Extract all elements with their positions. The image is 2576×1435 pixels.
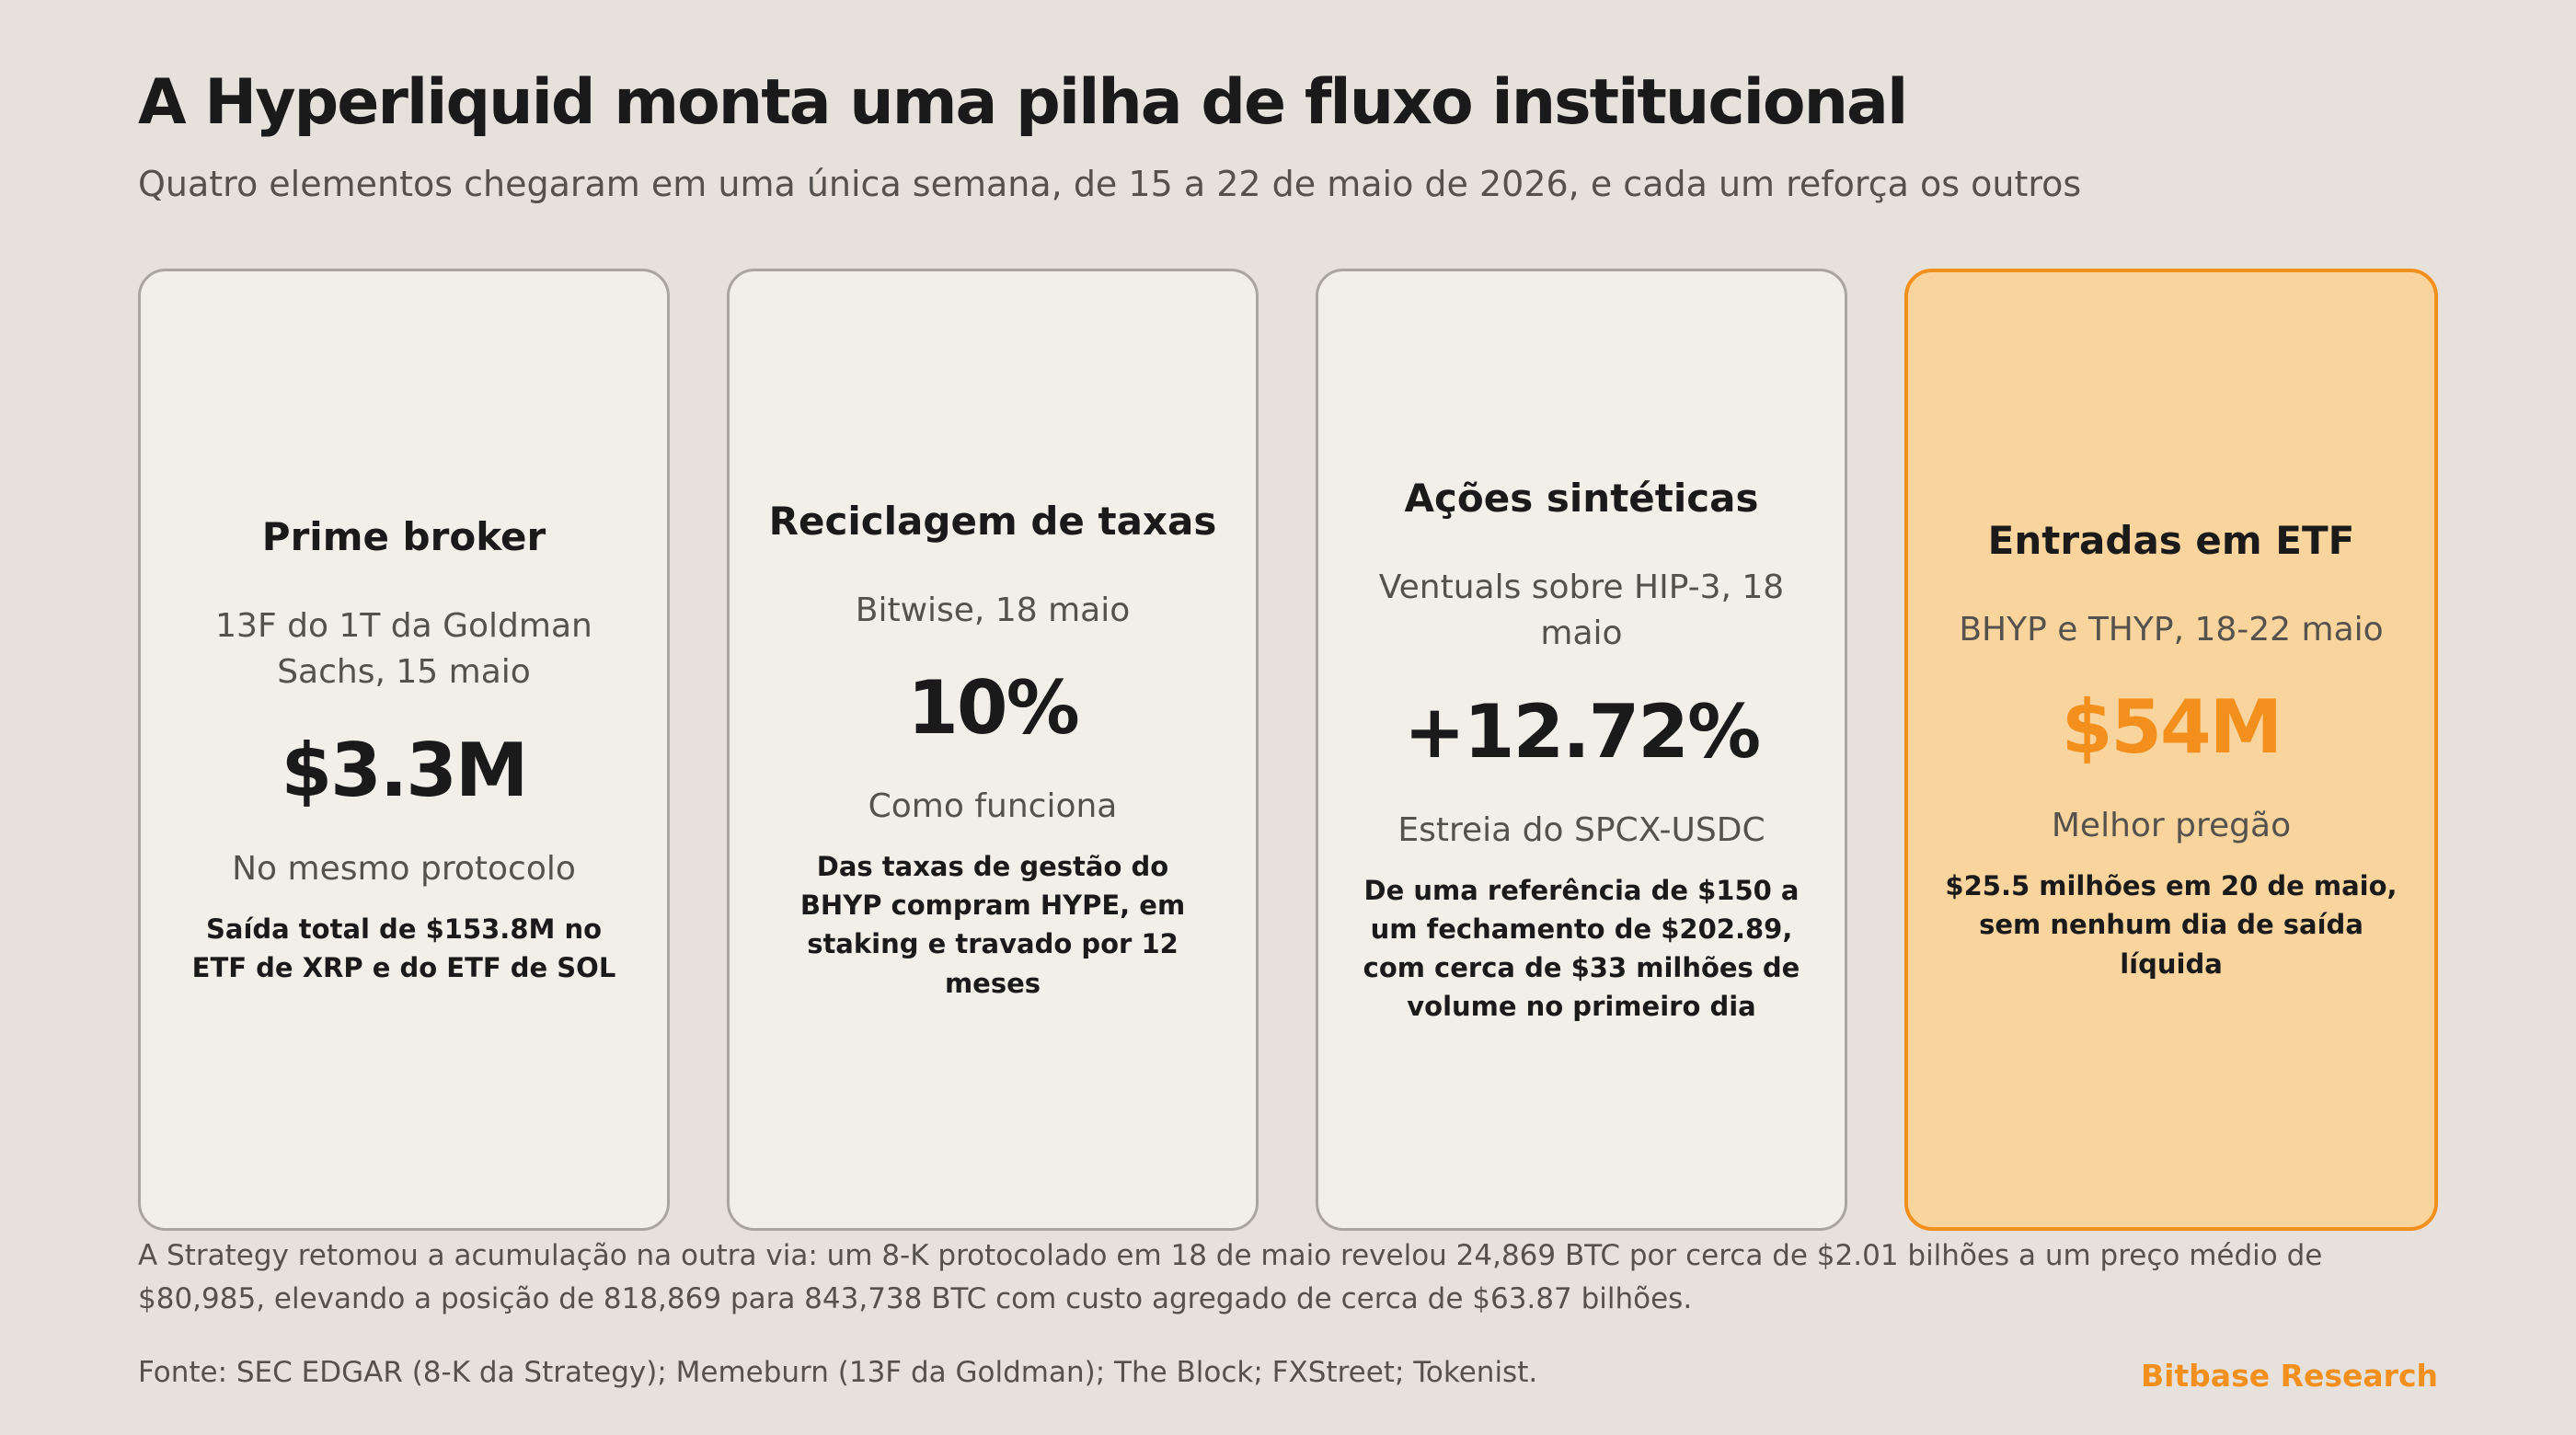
card-label: Estreia do SPCX-USDC [1397, 810, 1765, 849]
card-synthetic-stocks: Ações sintéticas Ventuals sobre HIP-3, 1… [1316, 269, 1847, 1231]
card-value: $3.3M [281, 727, 529, 813]
cards-row: Prime broker 13F do 1T da Goldman Sachs,… [138, 269, 2438, 1231]
brand-label: Bitbase Research [2140, 1358, 2438, 1394]
card-value: $54M [2061, 684, 2283, 771]
card-etf-inflows: Entradas em ETF BHYP e THYP, 18-22 maio … [1904, 269, 2438, 1231]
card-fee-recycling: Reciclagem de taxas Bitwise, 18 maio 10%… [727, 269, 1259, 1231]
page-subtitle: Quatro elementos chegaram em uma única s… [138, 164, 2082, 204]
card-title: Ações sintéticas [1404, 476, 1759, 522]
card-label: No mesmo protocolo [232, 849, 576, 888]
card-title: Prime broker [261, 514, 546, 560]
card-value: +12.72% [1403, 688, 1761, 775]
card-label: Melhor pregão [2051, 807, 2292, 845]
card-source: BHYP e THYP, 18-22 maio [1959, 611, 2384, 649]
card-title: Entradas em ETF [1987, 518, 2355, 564]
card-source: Ventuals sobre HIP-3, 18 maio [1378, 568, 1785, 653]
card-label: Como funciona [868, 787, 1118, 826]
card-title: Reciclagem de taxas [768, 499, 1217, 545]
card-detail: $25.5 milhões em 20 de maio, sem nenhum … [1945, 870, 2398, 980]
source-line: Fonte: SEC EDGAR (8-K da Strategy); Meme… [138, 1356, 1538, 1389]
card-detail: De uma referência de $150 a um fechament… [1363, 874, 1800, 1022]
card-source: 13F do 1T da Goldman Sachs, 15 maio [215, 606, 592, 692]
card-value: 10% [907, 665, 1079, 752]
card-prime-broker: Prime broker 13F do 1T da Goldman Sachs,… [138, 269, 670, 1231]
card-detail: Saída total de $153.8M no ETF de XRP e d… [191, 913, 616, 983]
page-title: A Hyperliquid monta uma pilha de fluxo i… [138, 66, 1908, 139]
card-detail: Das taxas de gestão do BHYP compram HYPE… [799, 851, 1186, 999]
card-source: Bitwise, 18 maio [855, 591, 1131, 629]
footnote: A Strategy retomou a acumulação na outra… [138, 1239, 2323, 1315]
